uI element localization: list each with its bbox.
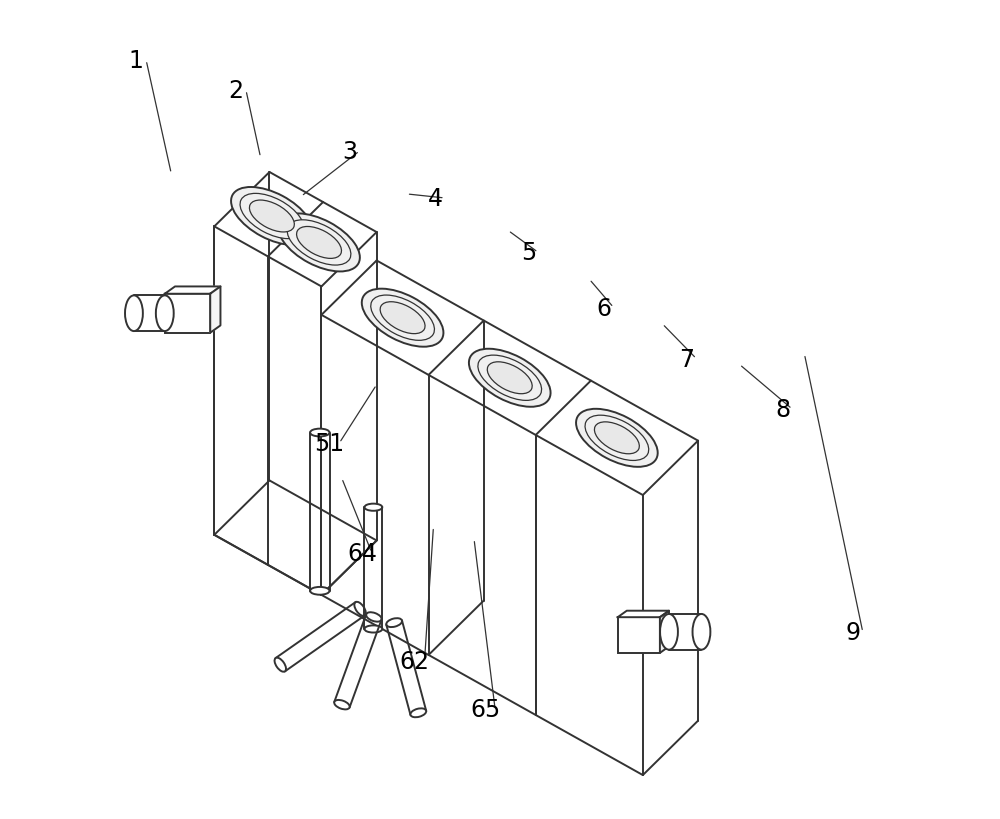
Ellipse shape <box>297 227 341 259</box>
Ellipse shape <box>275 658 286 672</box>
Ellipse shape <box>231 188 313 246</box>
Ellipse shape <box>487 362 532 394</box>
Text: 8: 8 <box>775 397 790 422</box>
Text: 5: 5 <box>521 241 536 265</box>
Text: 1: 1 <box>129 49 144 73</box>
Ellipse shape <box>478 355 542 400</box>
Ellipse shape <box>660 614 678 649</box>
Text: 6: 6 <box>596 296 611 320</box>
Ellipse shape <box>249 201 294 233</box>
Ellipse shape <box>594 423 639 455</box>
Ellipse shape <box>386 618 402 627</box>
Ellipse shape <box>364 504 382 511</box>
Polygon shape <box>210 287 220 333</box>
Text: 51: 51 <box>314 432 345 455</box>
Ellipse shape <box>310 429 330 437</box>
Text: 2: 2 <box>229 79 244 103</box>
Ellipse shape <box>362 289 443 347</box>
Polygon shape <box>618 611 669 618</box>
Ellipse shape <box>364 626 382 633</box>
Ellipse shape <box>371 296 434 341</box>
Ellipse shape <box>693 614 710 649</box>
Ellipse shape <box>380 302 425 334</box>
Ellipse shape <box>469 350 551 407</box>
Ellipse shape <box>366 613 382 622</box>
Ellipse shape <box>156 296 174 332</box>
Ellipse shape <box>585 416 649 461</box>
Bar <box>165 294 210 333</box>
Text: 64: 64 <box>347 541 377 565</box>
Ellipse shape <box>278 214 360 272</box>
Ellipse shape <box>287 220 351 265</box>
Ellipse shape <box>334 700 350 709</box>
Text: 4: 4 <box>428 187 443 210</box>
Text: 65: 65 <box>470 698 501 722</box>
Ellipse shape <box>310 587 330 595</box>
Text: 7: 7 <box>679 347 694 371</box>
Text: 62: 62 <box>400 649 430 672</box>
Bar <box>618 618 660 653</box>
Text: 3: 3 <box>342 140 357 164</box>
Polygon shape <box>660 611 669 653</box>
Ellipse shape <box>576 410 658 468</box>
Text: 9: 9 <box>846 621 861 645</box>
Polygon shape <box>165 287 220 294</box>
Ellipse shape <box>125 296 143 332</box>
Ellipse shape <box>354 602 366 616</box>
Ellipse shape <box>240 194 304 239</box>
Ellipse shape <box>410 708 426 717</box>
